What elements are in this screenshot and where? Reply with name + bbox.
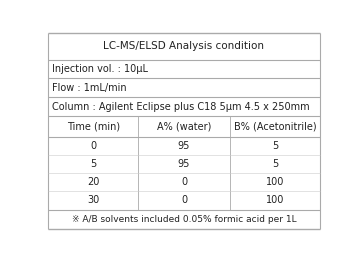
Text: 95: 95 — [178, 141, 190, 151]
Text: 95: 95 — [178, 159, 190, 169]
Text: Flow : 1mL/min: Flow : 1mL/min — [52, 83, 126, 93]
Text: 30: 30 — [87, 196, 99, 205]
Text: 5: 5 — [272, 141, 278, 151]
Text: A% (water): A% (water) — [157, 121, 211, 132]
Text: Column : Agilent Eclipse plus C18 5μm 4.5 x 250mm: Column : Agilent Eclipse plus C18 5μm 4.… — [52, 102, 309, 112]
Text: B% (Acetonitrile): B% (Acetonitrile) — [234, 121, 316, 132]
Text: 5: 5 — [90, 159, 96, 169]
Text: Injection vol. : 10μL: Injection vol. : 10μL — [52, 64, 148, 74]
Text: 100: 100 — [266, 177, 284, 187]
Text: 100: 100 — [266, 196, 284, 205]
Text: 0: 0 — [181, 177, 187, 187]
Text: LC-MS/ELSD Analysis condition: LC-MS/ELSD Analysis condition — [103, 41, 265, 51]
Text: 5: 5 — [272, 159, 278, 169]
Text: Time (min): Time (min) — [66, 121, 120, 132]
Text: 20: 20 — [87, 177, 99, 187]
Text: 0: 0 — [90, 141, 96, 151]
Text: ※ A/B solvents included 0.05% formic acid per 1L: ※ A/B solvents included 0.05% formic aci… — [72, 215, 296, 224]
Text: 0: 0 — [181, 196, 187, 205]
